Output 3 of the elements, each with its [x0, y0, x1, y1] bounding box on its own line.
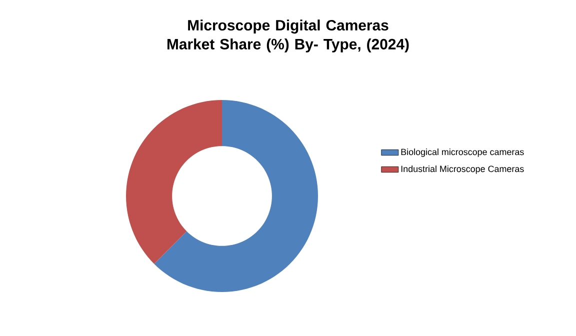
legend-label: Biological microscope cameras [401, 148, 524, 157]
chart-title: Microscope Digital Cameras Market Share (%) By- Type, (2024) [167, 20, 409, 52]
legend-label: Industrial Microscope Cameras [401, 165, 524, 174]
